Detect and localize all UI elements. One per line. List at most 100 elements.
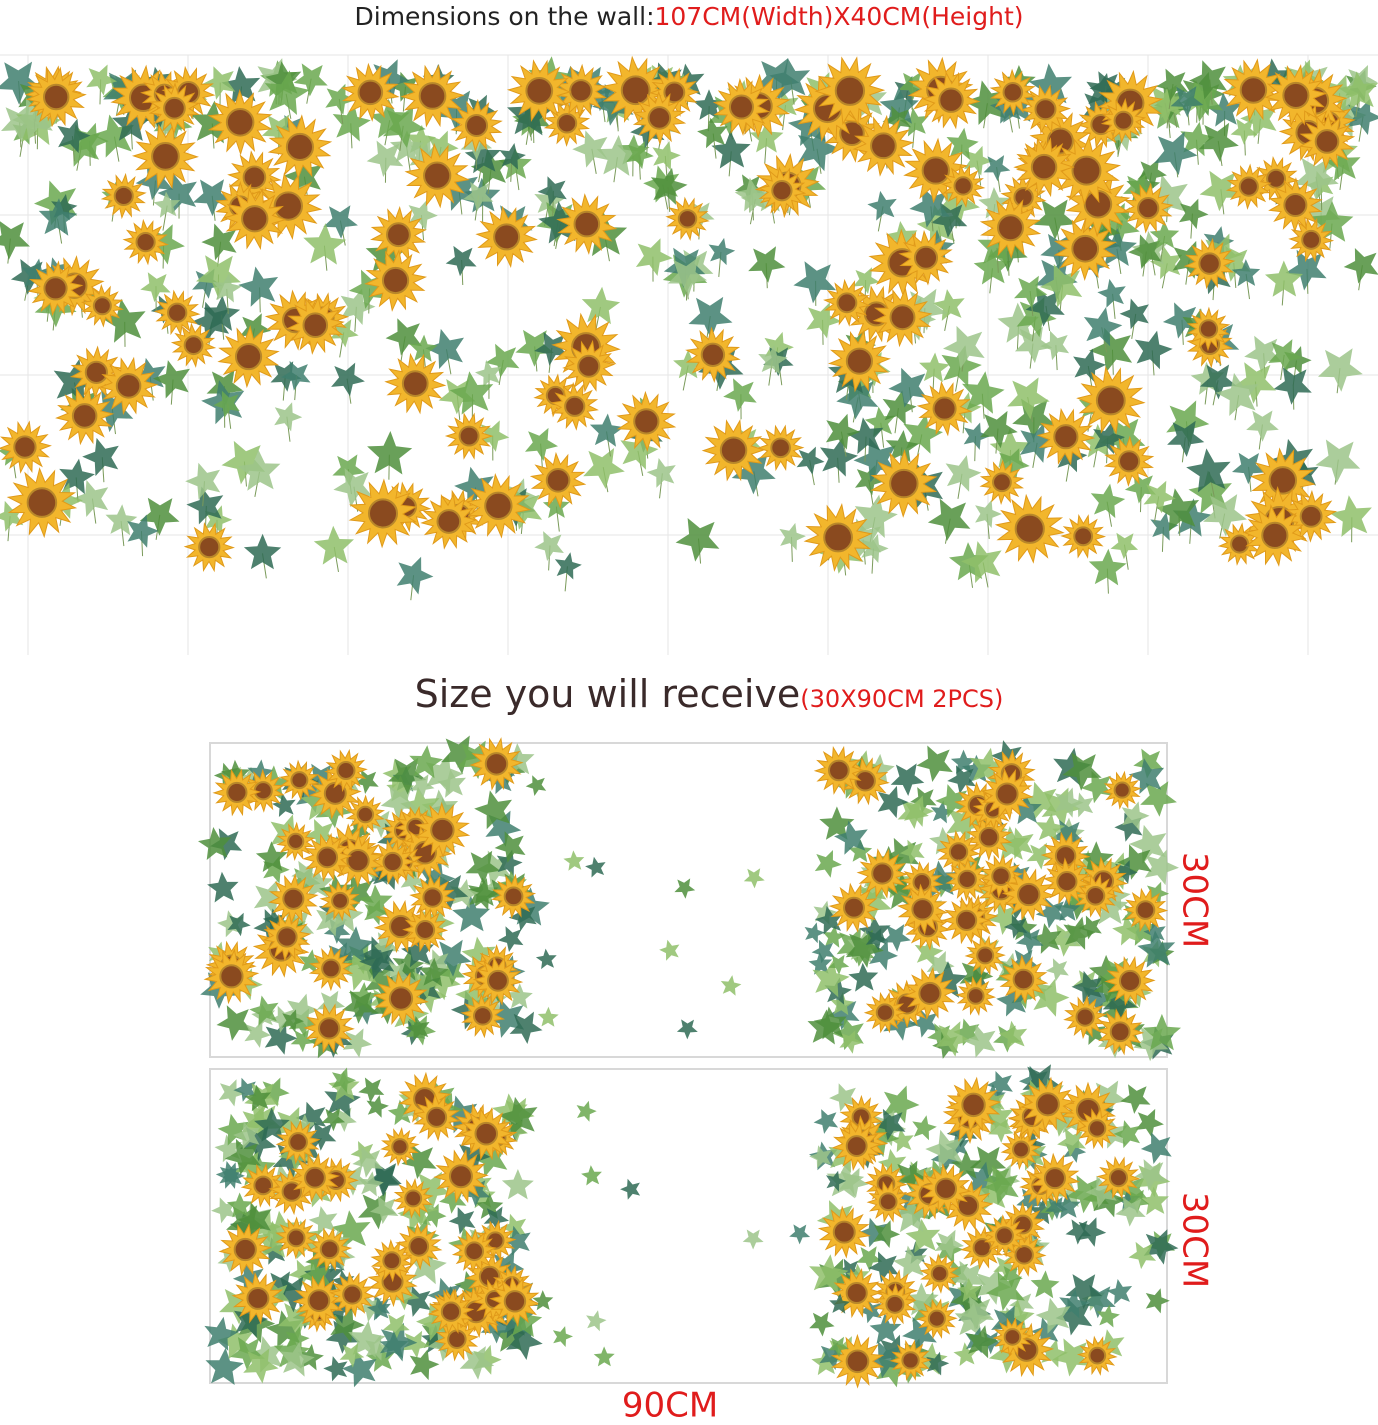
leaf bbox=[281, 1009, 304, 1033]
leaf bbox=[950, 1282, 987, 1318]
flower-center bbox=[430, 817, 455, 843]
leaf bbox=[1246, 410, 1279, 442]
leaf bbox=[331, 1067, 357, 1093]
leaf bbox=[367, 1297, 391, 1321]
leaf bbox=[203, 295, 241, 331]
leaf bbox=[921, 860, 959, 898]
leaf bbox=[975, 499, 1002, 528]
leaf bbox=[873, 1220, 901, 1248]
sunflower bbox=[852, 114, 915, 177]
leaf bbox=[1035, 897, 1067, 929]
leaf bbox=[204, 1316, 239, 1351]
leaf bbox=[1080, 1019, 1106, 1045]
leaf bbox=[828, 954, 850, 975]
flower-center bbox=[382, 1251, 402, 1271]
leaf bbox=[935, 1021, 971, 1057]
leaf bbox=[418, 957, 449, 987]
leaf bbox=[1166, 400, 1210, 444]
sunflower bbox=[982, 1214, 1027, 1258]
leaf bbox=[437, 769, 466, 798]
leaf bbox=[1134, 330, 1173, 370]
flower-center bbox=[1198, 319, 1219, 339]
sunflower bbox=[921, 71, 981, 130]
flower-center bbox=[464, 1241, 485, 1262]
leaf bbox=[352, 1146, 384, 1178]
sunflower bbox=[218, 1223, 273, 1277]
leaf bbox=[277, 1301, 317, 1340]
leaf bbox=[806, 302, 842, 339]
leaf bbox=[332, 454, 365, 487]
sunflower bbox=[380, 1126, 420, 1167]
leaf bbox=[475, 360, 502, 387]
leaf bbox=[1007, 377, 1050, 420]
flower-center bbox=[246, 1286, 270, 1310]
leaf bbox=[962, 371, 1005, 414]
leaf bbox=[383, 105, 426, 149]
leaf bbox=[86, 64, 117, 96]
leaf bbox=[1, 104, 40, 143]
leaf bbox=[934, 1229, 964, 1259]
sunflower bbox=[420, 493, 478, 550]
leaf bbox=[269, 1005, 296, 1033]
leaf bbox=[379, 1331, 409, 1359]
sunflower bbox=[919, 1253, 960, 1294]
flower-center bbox=[1075, 1007, 1095, 1027]
leaf bbox=[325, 942, 356, 972]
flower-center bbox=[1230, 534, 1250, 554]
leaf bbox=[1117, 844, 1152, 880]
leaf bbox=[688, 296, 733, 340]
sunflower bbox=[131, 123, 199, 190]
leaf bbox=[1081, 88, 1122, 129]
leaf bbox=[877, 1148, 907, 1178]
flower-center bbox=[472, 1006, 493, 1026]
sunflower bbox=[632, 90, 687, 146]
leaf bbox=[869, 1313, 902, 1344]
leaf bbox=[1170, 86, 1204, 118]
flower-center bbox=[388, 986, 414, 1011]
sunflower bbox=[945, 1076, 1002, 1134]
flower-center bbox=[1002, 82, 1024, 103]
leaf bbox=[1045, 958, 1069, 982]
leaf bbox=[532, 1290, 554, 1311]
leaf bbox=[1081, 770, 1113, 804]
sunflower bbox=[276, 821, 316, 862]
sunflower bbox=[1103, 435, 1155, 487]
flower-center bbox=[367, 498, 399, 529]
leaf bbox=[323, 205, 358, 239]
flower-center bbox=[290, 771, 309, 790]
leaf bbox=[313, 525, 354, 565]
leaf bbox=[1323, 74, 1360, 112]
flower-center bbox=[474, 1121, 499, 1146]
leaf bbox=[452, 895, 491, 933]
leaf bbox=[811, 939, 835, 964]
flower-center bbox=[1198, 252, 1221, 275]
leaf bbox=[400, 1285, 431, 1317]
leaf bbox=[1233, 362, 1276, 404]
sunflower bbox=[472, 955, 524, 1006]
leaf bbox=[1203, 494, 1247, 537]
flower-center bbox=[845, 1135, 868, 1157]
leaf bbox=[1145, 85, 1186, 124]
leaf bbox=[253, 879, 290, 917]
leaf bbox=[889, 1128, 914, 1153]
leaf bbox=[877, 785, 909, 819]
flower-center bbox=[331, 891, 350, 910]
leaf bbox=[1089, 71, 1121, 103]
flower-center bbox=[525, 76, 554, 105]
flower-center bbox=[836, 292, 858, 314]
leaf bbox=[111, 104, 151, 141]
leaf bbox=[943, 325, 985, 369]
leaf bbox=[1071, 970, 1103, 1004]
flower-center bbox=[976, 946, 995, 965]
leaf bbox=[1009, 1291, 1034, 1317]
leaf bbox=[973, 248, 1011, 285]
leaf bbox=[367, 431, 413, 475]
leaf bbox=[507, 91, 553, 136]
sunflower bbox=[274, 1216, 318, 1260]
leaf bbox=[91, 114, 134, 158]
sunflower bbox=[1060, 514, 1107, 559]
leaf bbox=[1162, 302, 1199, 339]
flower-center bbox=[1035, 1092, 1060, 1117]
flower-center bbox=[934, 1177, 958, 1200]
sunflower bbox=[414, 801, 471, 859]
